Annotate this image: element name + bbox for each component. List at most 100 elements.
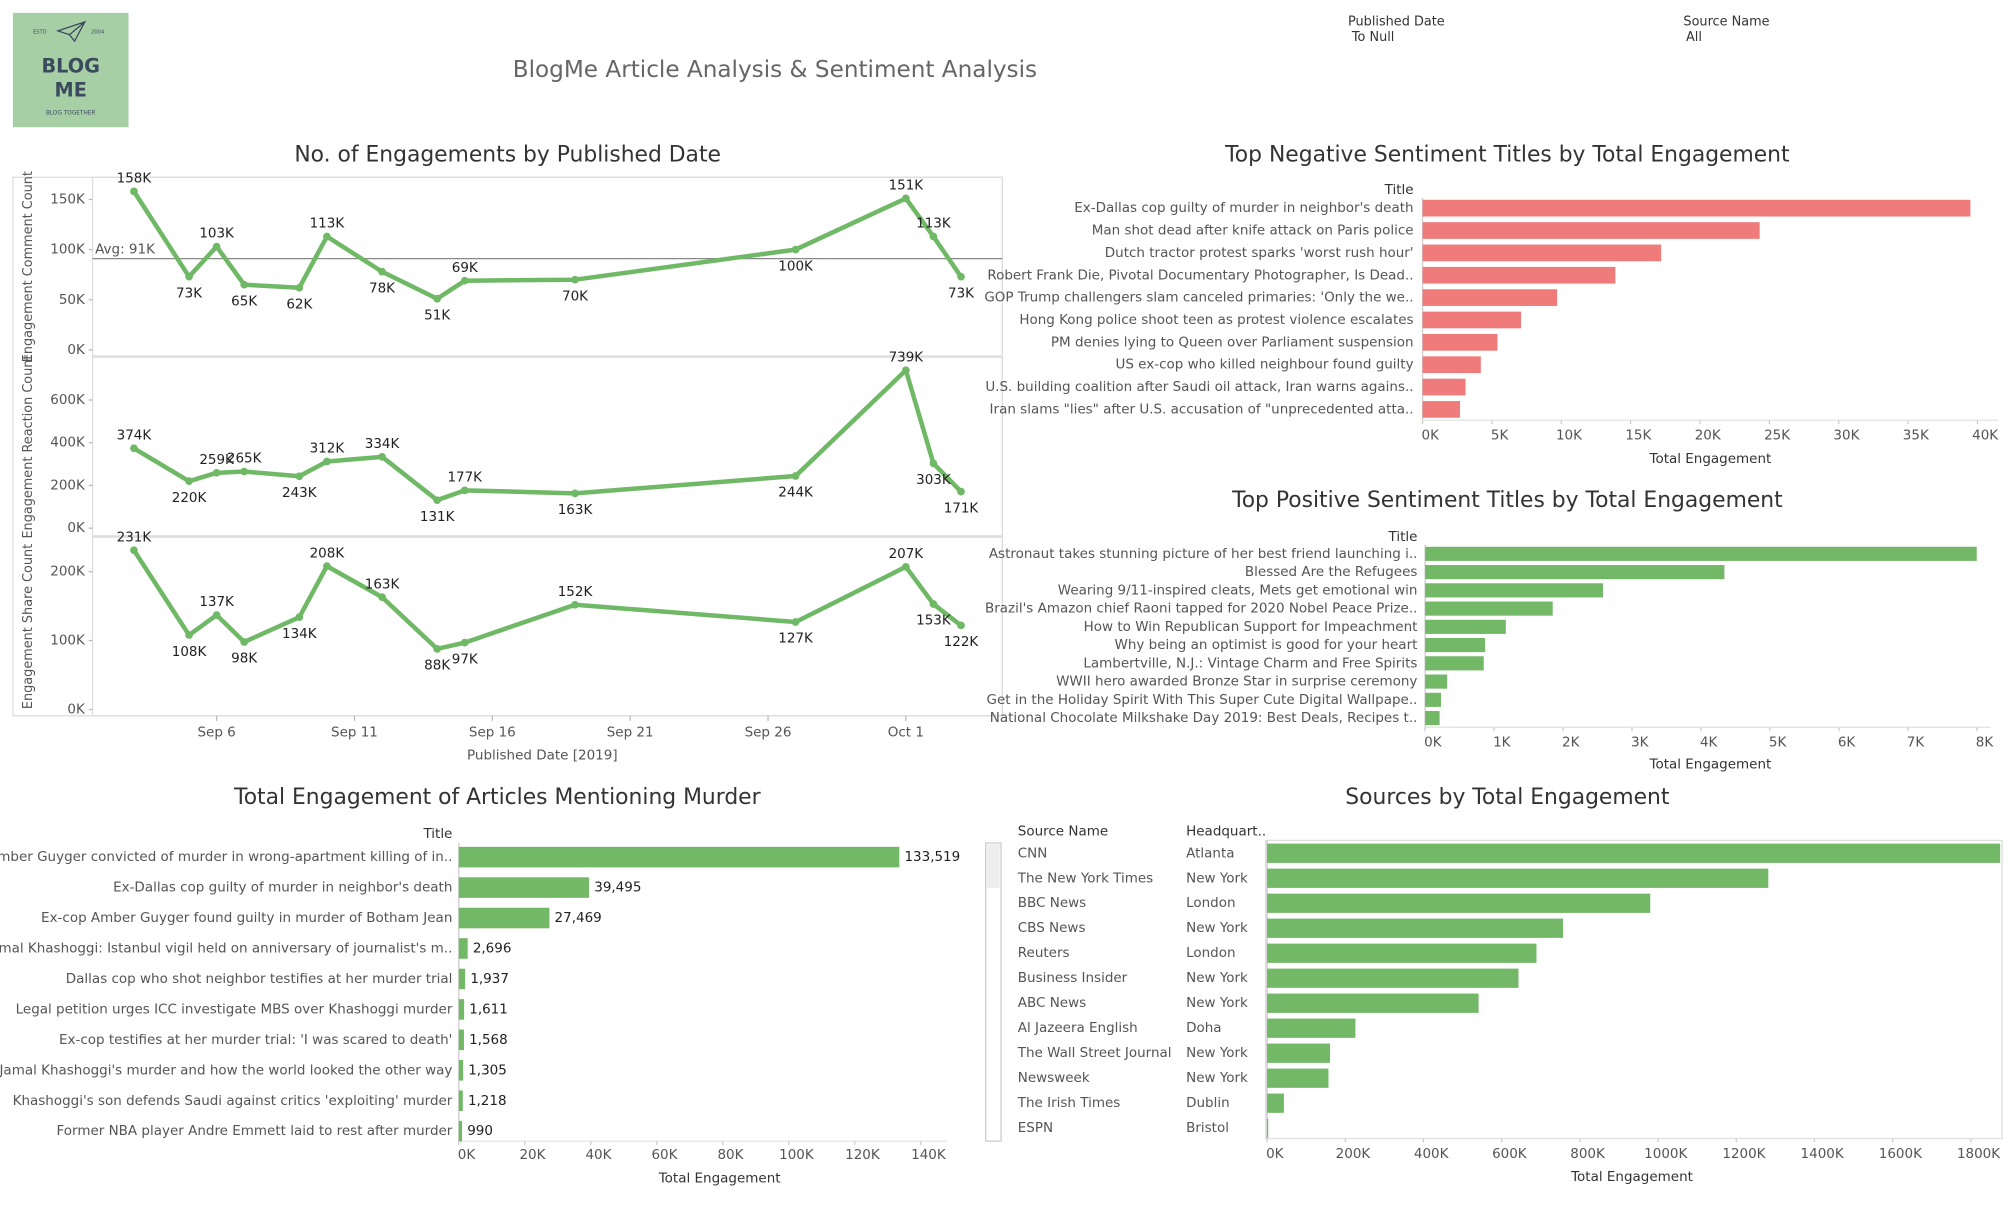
chart-title: No. of Engagements by Published Date (294, 142, 721, 167)
filter-label[interactable]: Source Name (1683, 14, 1769, 29)
bar (1267, 993, 1479, 1013)
x-tick-label: 6K (1838, 735, 1857, 751)
x-axis-title: Total Engagement (1570, 1169, 1693, 1185)
extra-label: New York (1186, 1045, 1248, 1061)
logo-text: BLOG (41, 54, 99, 77)
x-tick-label: 5K (1491, 428, 1510, 444)
data-label: 312K (310, 441, 346, 457)
logo-text: BLOG TOGETHER (46, 111, 95, 117)
extra-label: New York (1186, 970, 1248, 986)
scrollbar-thumb[interactable] (986, 844, 1000, 888)
line (132, 368, 963, 503)
point (130, 187, 138, 196)
category-label: CNN (1018, 845, 1048, 861)
x-tick-label: 1000K (1644, 1146, 1688, 1162)
data-label: 243K (282, 485, 318, 501)
line (132, 549, 963, 652)
point (295, 613, 304, 621)
data-label: 303K (916, 472, 952, 488)
logo-text: ME (55, 79, 87, 102)
x-tick-label: 7K (1907, 735, 1926, 751)
point (378, 452, 386, 461)
point (957, 487, 965, 496)
x-tick-label: 0K (1424, 735, 1443, 751)
category-label: Jamal Khashoggi's murder and how the wor… (0, 1062, 452, 1078)
x-tick-label: 1800K (1957, 1146, 2001, 1162)
bar (1422, 222, 1760, 239)
y-tick-label: 400K (50, 435, 86, 451)
bar (1422, 401, 1461, 418)
data-label: 97K (452, 651, 479, 667)
extra-label: Dublin (1186, 1095, 1230, 1111)
x-tick-label: Sep 11 (331, 724, 378, 740)
data-label: 158K (117, 171, 153, 187)
data-label: 131K (420, 509, 456, 525)
data-label: 1,305 (468, 1062, 507, 1078)
data-label: 1,937 (470, 971, 509, 987)
filter-value[interactable]: All (1686, 30, 1702, 45)
column-header: Source Name (1018, 823, 1108, 839)
category-label: Blessed Are the Refugees (1245, 564, 1417, 580)
x-tick-label: 1200K (1722, 1146, 1766, 1162)
bar (458, 1029, 464, 1051)
bar (458, 999, 465, 1020)
y-axis-title: Engagement Share Count (21, 544, 36, 709)
data-label: 2,696 (473, 940, 512, 956)
category-label: Ex-Dallas cop guilty of murder in neighb… (1074, 200, 1413, 216)
data-label: 69K (452, 260, 479, 276)
extra-label: Atlanta (1186, 845, 1234, 861)
data-label: 73K (948, 285, 975, 301)
category-label: The New York Times (1017, 870, 1153, 886)
chart-title: Top Positive Sentiment Titles by Total E… (1231, 488, 1783, 513)
category-label: ESPN (1018, 1120, 1053, 1136)
x-tick-label: 3K (1631, 735, 1650, 751)
bar (1267, 1018, 1356, 1038)
filter-value[interactable]: To Null (1351, 30, 1395, 45)
point (240, 280, 249, 289)
category-label: U.S. building coalition after Saudi oil … (985, 379, 1413, 395)
category-label: Khashoggi's son defends Saudi against cr… (13, 1093, 453, 1109)
x-axis-title: Published Date [2019] (467, 748, 618, 764)
category-label: The Irish Times (1017, 1095, 1121, 1111)
category-label: Lambertville, N.J.: Vintage Charm and Fr… (1083, 655, 1417, 671)
y-tick-label: 50K (59, 292, 86, 308)
data-label: 153K (916, 613, 952, 629)
category-label: Why being an optimist is good for your h… (1115, 637, 1418, 653)
bar (458, 968, 466, 990)
x-tick-label: 0K (458, 1147, 477, 1163)
reference-label: Avg: 91K (95, 242, 156, 258)
data-label: 137K (199, 594, 235, 610)
point (185, 631, 193, 639)
category-label: Dallas cop who shot neighbor testifies a… (66, 971, 453, 987)
filter-label[interactable]: Published Date (1348, 14, 1445, 29)
x-tick-label: 40K (1972, 428, 1999, 444)
data-label: 103K (199, 226, 235, 242)
data-label: 122K (944, 634, 980, 650)
line (132, 190, 963, 302)
point (791, 618, 800, 626)
point (929, 600, 938, 608)
x-tick-label: 20K (519, 1147, 546, 1163)
point (240, 638, 249, 646)
data-label: 231K (117, 529, 153, 545)
data-label: 108K (172, 644, 208, 660)
column-header: Title (1388, 529, 1418, 545)
y-axis-title: Engagement Reaction Count (21, 355, 36, 539)
scrollbar[interactable] (985, 842, 1002, 1142)
y-axis-title: Engagement Comment Count (21, 171, 36, 362)
category-label: Reuters (1018, 945, 1070, 961)
data-label: 1,611 (469, 1001, 508, 1017)
point (791, 245, 800, 254)
point (571, 489, 579, 498)
x-tick-label: 10K (1556, 428, 1583, 444)
category-label: Ex-cop Amber Guyger found guilty in murd… (41, 910, 452, 926)
x-tick-label: 1600K (1879, 1146, 1923, 1162)
y-tick-label: 0K (67, 520, 86, 536)
data-label: 134K (282, 626, 318, 642)
data-label: 39,495 (594, 880, 641, 896)
bar (458, 877, 590, 898)
data-label: 65K (231, 293, 258, 309)
data-label: 163K (558, 502, 594, 518)
category-label: Robert Frank Die, Pivotal Documentary Ph… (987, 267, 1413, 283)
x-tick-label: 0K (1422, 428, 1441, 444)
